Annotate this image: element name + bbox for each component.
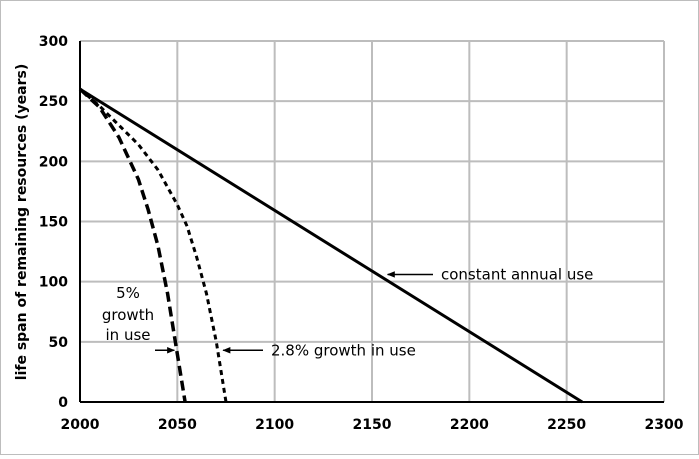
y-tick-label-100: 100: [39, 275, 68, 291]
y-tick-label-200: 200: [39, 154, 68, 170]
series-line-0: [79, 87, 583, 404]
y-tick-label-250: 250: [39, 94, 68, 110]
y-tick-label-150: 150: [39, 215, 68, 231]
y-axis-label: life span of remaining resources (years): [14, 64, 30, 380]
growth-2-8-label: 2.8% growth in use: [271, 341, 416, 359]
y-tick-label-0: 0: [58, 395, 68, 411]
axes: 2000 2050 2100 2150 2200 2250 2300 0 50 100 150 200…: [39, 34, 684, 433]
constant-use-label: constant annual use: [441, 265, 593, 283]
growth-5-label-line-1: growth: [102, 306, 154, 324]
annotations: constant annual use 2.8% growth in use 5% g…: [102, 265, 593, 359]
y-tick-label-50: 50: [49, 335, 69, 351]
x-tick-label-2100: 2100: [255, 417, 294, 433]
x-tick-label-2050: 2050: [158, 417, 197, 433]
x-tick-label-2150: 2150: [353, 417, 392, 433]
y-tick-label-300: 300: [39, 34, 68, 50]
x-tick-label-2000: 2000: [61, 417, 100, 433]
growth-5-label-line-0: 5%: [116, 284, 140, 302]
grid-lines: [80, 40, 665, 402]
x-tick-label-2200: 2200: [450, 417, 489, 433]
series-line-2: [78, 87, 187, 403]
growth-5-label-line-2: in use: [106, 326, 151, 344]
data-series: [78, 87, 583, 404]
x-tick-label-2300: 2300: [645, 417, 684, 433]
x-tick-label-2250: 2250: [547, 417, 586, 433]
series-line-1: [79, 87, 228, 403]
